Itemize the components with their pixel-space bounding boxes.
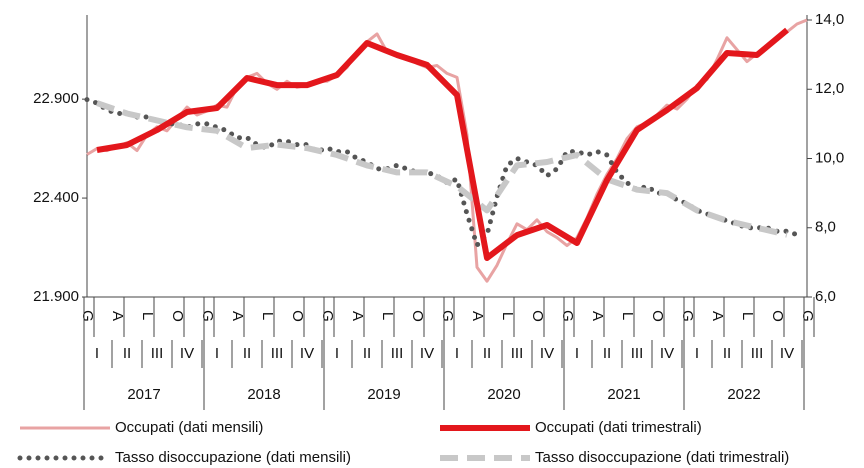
x-tick-label: L — [379, 312, 396, 320]
series-line — [96, 100, 788, 238]
quarter-label: III — [271, 345, 284, 362]
x-tick-label: L — [499, 312, 516, 320]
quarter-label: I — [215, 345, 219, 362]
y2-tick-label: 8,0 — [815, 219, 836, 236]
series-line — [84, 97, 800, 248]
year-label: 2019 — [367, 386, 400, 403]
y-tick-label: 22.400 — [33, 189, 79, 206]
quarter-label: II — [123, 345, 131, 362]
quarter-label: II — [723, 345, 731, 362]
x-tick-label: A — [709, 311, 726, 321]
x-tick-label: G — [319, 310, 336, 322]
quarter-label: IV — [180, 345, 194, 362]
quarter-label: III — [391, 345, 404, 362]
quarter-label: III — [751, 345, 764, 362]
legend-label: Tasso disoccupazione (dati mensili) — [115, 449, 351, 466]
quarter-label: III — [151, 345, 164, 362]
x-tick-label: G — [679, 310, 696, 322]
x-tick-label: A — [229, 311, 246, 321]
quarter-label: II — [363, 345, 371, 362]
x-tick-label: O — [169, 310, 186, 322]
quarter-label: I — [335, 345, 339, 362]
quarter-label: I — [695, 345, 699, 362]
y-tick-label: 21.900 — [33, 288, 79, 305]
year-label: 2020 — [487, 386, 520, 403]
quarter-label: III — [511, 345, 524, 362]
x-tick-label: L — [619, 312, 636, 320]
x-tick-label: A — [109, 311, 126, 321]
x-tick-label: G — [199, 310, 216, 322]
x-tick-label: L — [739, 312, 756, 320]
legend-label: Tasso disoccupazione (dati trimestrali) — [535, 449, 789, 466]
quarter-label: III — [631, 345, 644, 362]
quarter-label: I — [95, 345, 99, 362]
x-tick-label: O — [529, 310, 546, 322]
x-tick-label: G — [439, 310, 456, 322]
x-tick-label: O — [649, 310, 666, 322]
quarter-label: IV — [780, 345, 794, 362]
quarter-label: IV — [660, 345, 674, 362]
x-tick-label: A — [469, 311, 486, 321]
year-label: 2018 — [247, 386, 280, 403]
year-label: 2021 — [607, 386, 640, 403]
legend-label: Occupati (dati trimestrali) — [535, 419, 702, 436]
x-tick-label: A — [589, 311, 606, 321]
year-label: 2022 — [727, 386, 760, 403]
x-tick-label: G — [559, 310, 576, 322]
x-tick-label: L — [139, 312, 156, 320]
y2-tick-label: 6,0 — [815, 288, 836, 305]
series-line — [86, 18, 808, 283]
legend-label: Occupati (dati mensili) — [115, 419, 263, 436]
quarter-label: IV — [540, 345, 554, 362]
y-tick-label: 22.900 — [33, 90, 79, 107]
quarter-label: II — [483, 345, 491, 362]
x-tick-label: O — [409, 310, 426, 322]
quarter-label: II — [603, 345, 611, 362]
y2-tick-label: 14,0 — [815, 11, 844, 28]
x-tick-label: L — [259, 312, 276, 320]
year-label: 2017 — [127, 386, 160, 403]
x-tick-label: O — [769, 310, 786, 322]
series-line — [96, 27, 789, 261]
quarter-label: I — [455, 345, 459, 362]
x-tick-label: G — [799, 310, 816, 322]
quarter-label: II — [243, 345, 251, 362]
y2-tick-label: 12,0 — [815, 80, 844, 97]
x-tick-label: A — [349, 311, 366, 321]
quarter-label: IV — [300, 345, 314, 362]
y2-tick-label: 10,0 — [815, 149, 844, 166]
x-tick-label: G — [79, 310, 96, 322]
quarter-label: IV — [420, 345, 434, 362]
x-tick-label: O — [289, 310, 306, 322]
quarter-label: I — [575, 345, 579, 362]
